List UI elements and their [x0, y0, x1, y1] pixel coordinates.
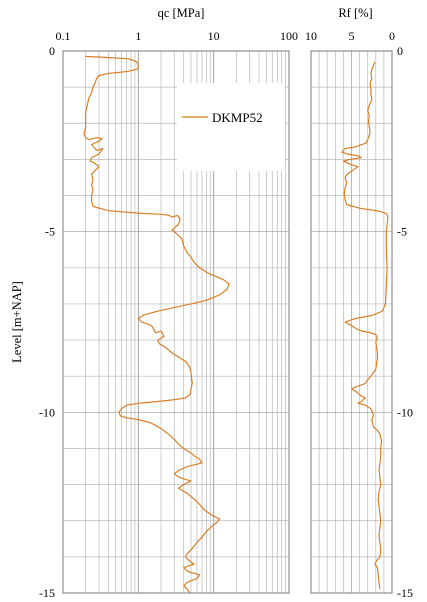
rf-y-tick-label: -15: [397, 586, 413, 600]
rf-panel: 10 5 0 0 -5 -10 -15 Rf [%]: [305, 6, 413, 600]
qc-x-tick-label: 10: [208, 29, 220, 43]
qc-y-tick-labels: 0 -5 -10 -15: [39, 44, 55, 600]
rf-y-tick-label: -10: [397, 405, 413, 419]
rf-x-tick-label: 5: [349, 29, 355, 43]
qc-x-tick-label: 0.1: [56, 29, 71, 43]
qc-x-tick-labels: 0.1 1 10 100: [56, 29, 299, 43]
qc-x-tick-label: 100: [280, 29, 298, 43]
rf-y-tick-label: 0: [397, 44, 403, 58]
rf-y-tick-label: -5: [397, 225, 407, 239]
qc-y-tick-label: -5: [45, 225, 55, 239]
qc-legend-label: DKMP52: [212, 110, 263, 125]
qc-y-tick-label: -10: [39, 405, 55, 419]
rf-x-axis-title: Rf [%]: [338, 6, 372, 20]
rf-grid: [311, 51, 392, 593]
rf-x-tick-label: 10: [305, 29, 317, 43]
rf-y-tick-labels: 0 -5 -10 -15: [397, 44, 413, 600]
qc-series-line: [83, 55, 230, 594]
rf-series-line: [341, 61, 389, 590]
qc-x-axis-title: qc [MPa]: [158, 6, 205, 20]
qc-x-tick-label: 1: [135, 29, 141, 43]
rf-plot-frame: [310, 50, 393, 594]
qc-legend-box: [177, 83, 285, 171]
qc-plot-frame: [62, 50, 290, 594]
rf-x-tick-labels: 10 5 0: [305, 29, 395, 43]
qc-y-tick-label: 0: [49, 44, 55, 58]
qc-y-tick-label: -15: [39, 586, 55, 600]
rf-x-tick-label: 0: [389, 29, 395, 43]
qc-panel: DKMP52 0.1 1 10 100 0 -5 -10 -15 qc [MPa] Leve…: [10, 6, 298, 600]
qc-y-axis-title: Level [m+NAP]: [10, 281, 24, 363]
